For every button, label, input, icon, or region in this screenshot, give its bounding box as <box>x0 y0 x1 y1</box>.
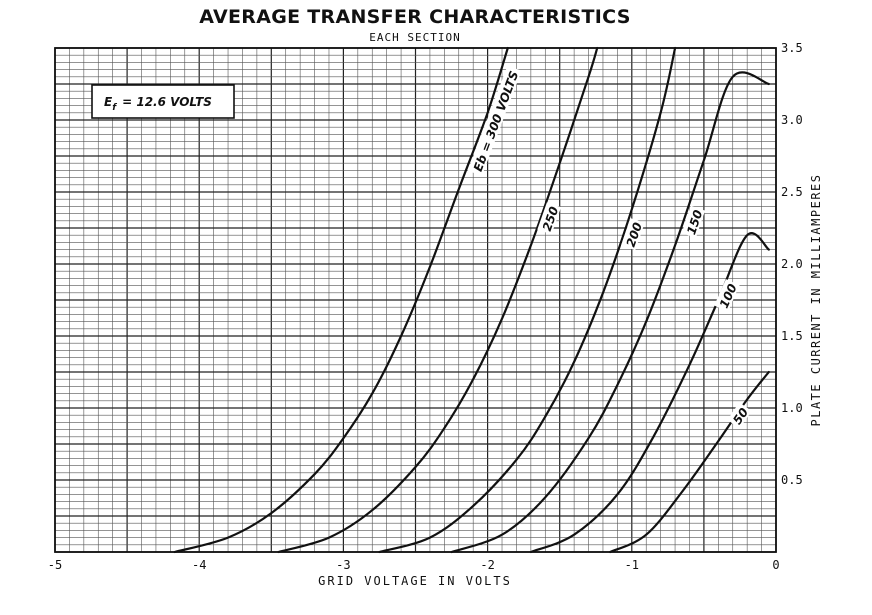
filament-voltage-note: Ef = 12.6 VOLTS <box>91 84 235 119</box>
y-tick-label: 1.0 <box>781 401 803 415</box>
curve-label-group: 50 <box>727 402 752 429</box>
note-text: Ef = 12.6 VOLTS <box>104 95 212 113</box>
curve-50 <box>609 370 770 554</box>
curve-label-group: Eb = 300 VOLTS <box>467 65 522 176</box>
x-tick-label: -4 <box>192 558 206 572</box>
tick-labels: -5 -4 -3 -2 -1 0 0.5 1.0 1.5 2.0 2.5 3.0 3.5 <box>48 41 803 572</box>
y-tick-label: 3.5 <box>781 41 803 55</box>
y-tick-label: 2.5 <box>781 185 803 199</box>
curve-label-bg <box>681 205 706 238</box>
x-axis-label: GRID VOLTAGE IN VOLTS <box>318 574 512 588</box>
y-tick-label: 0.5 <box>781 473 803 487</box>
plot-frame <box>54 47 777 553</box>
curve-eb-300-volts <box>173 46 509 554</box>
curve-label-group: 150 <box>681 205 706 238</box>
curve-label-bg <box>467 65 522 176</box>
y-tick-label: 2.0 <box>781 257 803 271</box>
curve-150 <box>450 71 770 554</box>
curve-label-bg <box>727 402 752 429</box>
grid <box>54 47 777 553</box>
chart-title: AVERAGE TRANSFER CHARACTERISTICS <box>199 6 631 28</box>
x-tick-label: -3 <box>336 558 350 572</box>
curve-label-bg <box>621 218 645 251</box>
curve-label: 100 <box>717 282 740 311</box>
y-tick-label: 1.5 <box>781 329 803 343</box>
plot-border <box>54 47 777 553</box>
y-axis-label: PLATE CURRENT IN MILLIAMPERES <box>809 173 823 427</box>
chart-subtitle: EACH SECTION <box>369 31 461 44</box>
curve-200 <box>378 46 677 554</box>
x-tick-label: -5 <box>48 558 62 572</box>
x-tick-label: -2 <box>480 558 494 572</box>
y-tick-label: 3.0 <box>781 113 803 127</box>
curve-250 <box>277 46 599 554</box>
x-tick-label: 0 <box>772 558 779 572</box>
note-box <box>91 84 235 119</box>
curve-100 <box>529 232 770 554</box>
curves <box>173 46 770 554</box>
curve-label-bg <box>537 202 562 235</box>
curve-label-bg <box>714 279 740 312</box>
x-tick-label: -1 <box>625 558 639 572</box>
